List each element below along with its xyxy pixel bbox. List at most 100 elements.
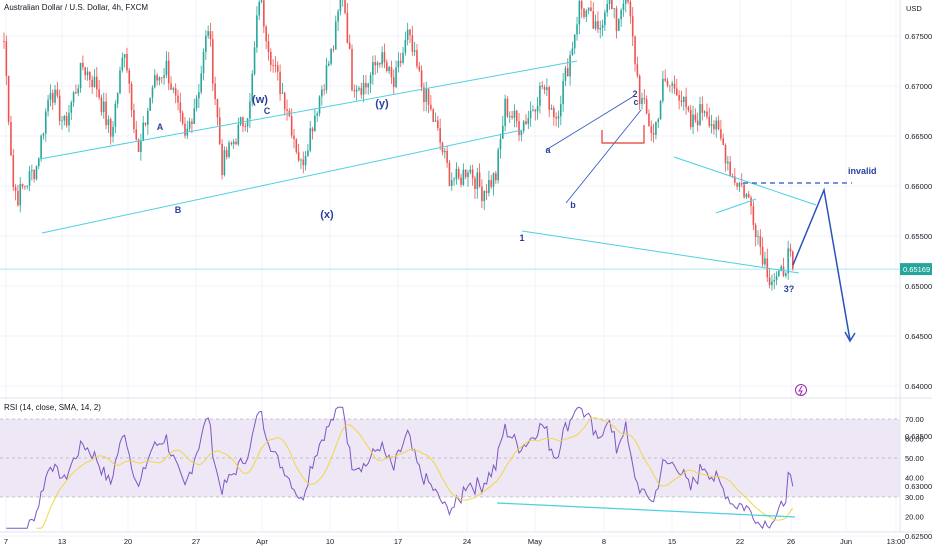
candle-body bbox=[256, 15, 258, 48]
candle-body bbox=[576, 24, 578, 35]
candle-body bbox=[188, 121, 191, 129]
candle-body bbox=[307, 150, 309, 156]
candle-body bbox=[68, 112, 70, 126]
candle-body bbox=[251, 74, 254, 102]
candle-body bbox=[420, 70, 423, 88]
candle-body bbox=[174, 88, 177, 96]
price-tick-label: 0.63000 bbox=[905, 482, 932, 491]
candle-body bbox=[464, 169, 467, 178]
candle-body bbox=[592, 11, 595, 29]
candle-body bbox=[116, 93, 119, 104]
candle-body bbox=[249, 101, 251, 119]
wave-label-A: A bbox=[157, 122, 164, 132]
candle-body bbox=[529, 110, 532, 119]
candle-body bbox=[54, 89, 56, 103]
candle-body bbox=[534, 109, 537, 112]
candle-body bbox=[147, 110, 149, 125]
candle-body bbox=[14, 187, 17, 191]
candle-body bbox=[33, 170, 35, 180]
candle-body bbox=[782, 266, 785, 276]
price-tick-label: 0.65000 bbox=[905, 282, 932, 291]
candle-body bbox=[376, 62, 379, 66]
candle-body bbox=[372, 62, 374, 76]
candle-body bbox=[276, 65, 279, 72]
candle-body bbox=[471, 169, 474, 179]
candle-body bbox=[738, 183, 741, 187]
currency-label: USD bbox=[906, 4, 922, 13]
candle-body bbox=[689, 109, 692, 128]
candle-body bbox=[19, 183, 22, 206]
candle-body bbox=[645, 99, 648, 114]
candle-body bbox=[98, 89, 100, 98]
candle-body bbox=[137, 139, 140, 153]
candle-body bbox=[508, 116, 511, 117]
candle-body bbox=[416, 50, 418, 67]
candle-body bbox=[701, 104, 704, 113]
candle-body bbox=[627, 0, 629, 2]
price-tick-label: 0.66500 bbox=[905, 132, 932, 141]
candle-body bbox=[109, 119, 112, 137]
triangle-upper-line bbox=[673, 156, 817, 206]
candle-body bbox=[35, 166, 38, 180]
price-tick-label: 0.65500 bbox=[905, 232, 932, 241]
candle-body bbox=[102, 101, 105, 112]
candle-body bbox=[444, 150, 446, 153]
candle-body bbox=[587, 7, 590, 11]
candle-body bbox=[601, 25, 604, 28]
price-tick-label: 0.62500 bbox=[905, 532, 932, 541]
candle-body bbox=[218, 117, 221, 144]
candle-body bbox=[740, 183, 743, 185]
rsi-panel bbox=[0, 406, 900, 530]
candle-body bbox=[47, 99, 49, 112]
candle-body bbox=[270, 51, 272, 65]
candle-body bbox=[263, 0, 265, 27]
candle-body bbox=[553, 108, 555, 118]
rsi-title: RSI (14, close, SMA, 14, 2) bbox=[4, 403, 101, 412]
candle-body bbox=[490, 180, 492, 187]
candle-body bbox=[232, 141, 235, 145]
candle-body bbox=[156, 75, 158, 81]
candle-body bbox=[360, 87, 363, 95]
candle-body bbox=[265, 26, 267, 42]
candle-body bbox=[427, 88, 430, 105]
candle-body bbox=[606, 4, 608, 13]
candle-body bbox=[279, 71, 281, 94]
candle-body bbox=[448, 162, 451, 186]
wave-label-B: B bbox=[175, 205, 182, 215]
candle-body bbox=[42, 133, 45, 136]
candle-body bbox=[392, 77, 395, 87]
candle-body bbox=[369, 75, 372, 84]
candle-body bbox=[246, 118, 249, 127]
candle-body bbox=[325, 65, 328, 91]
candle-body bbox=[214, 83, 216, 100]
candle-body bbox=[318, 96, 321, 114]
lightning-icon bbox=[795, 384, 807, 396]
candle-body bbox=[618, 19, 620, 31]
candle-body bbox=[244, 126, 247, 127]
candle-body bbox=[225, 150, 228, 157]
candle-body bbox=[597, 21, 599, 30]
candle-body bbox=[546, 87, 548, 90]
candle-body bbox=[260, 0, 263, 2]
candle-body bbox=[144, 122, 147, 125]
candle-body bbox=[216, 99, 219, 118]
candle-body bbox=[727, 161, 729, 164]
candle-body bbox=[780, 266, 782, 271]
candle-body bbox=[680, 100, 683, 103]
candle-body bbox=[736, 182, 738, 187]
candle-body bbox=[669, 85, 671, 87]
candle-body bbox=[195, 98, 198, 109]
candle-body bbox=[446, 150, 448, 163]
time-tick-label: 26 bbox=[787, 537, 795, 546]
wave-label-C: C bbox=[264, 106, 271, 116]
channel-upper-line bbox=[39, 60, 578, 160]
time-tick-label: 27 bbox=[192, 537, 200, 546]
candle-body bbox=[128, 70, 131, 84]
wave-label-x: (x) bbox=[320, 209, 334, 221]
candle-body bbox=[402, 52, 404, 63]
candle-body bbox=[295, 139, 298, 152]
candle-body bbox=[513, 110, 516, 118]
candle-body bbox=[91, 79, 93, 87]
candle-body bbox=[297, 151, 300, 161]
